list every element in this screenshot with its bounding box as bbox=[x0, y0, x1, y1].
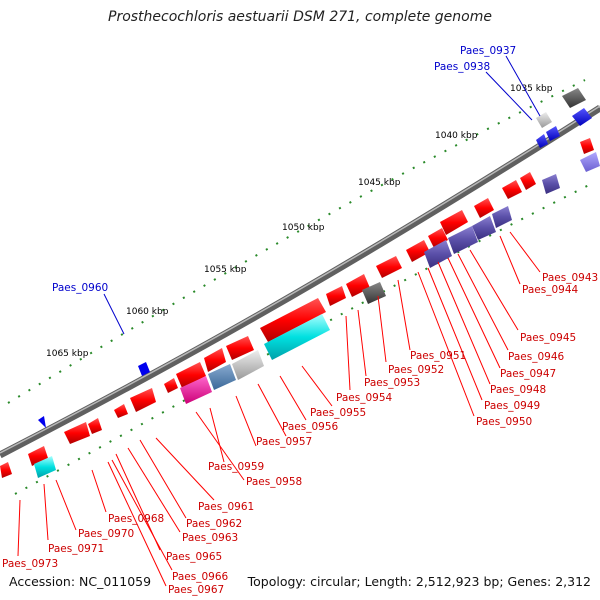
gene-block bbox=[428, 228, 448, 248]
gene-block bbox=[472, 216, 496, 240]
gene-block bbox=[580, 152, 600, 172]
gene-label: Paes_0968 bbox=[108, 513, 164, 525]
gene-label: Paes_0952 bbox=[388, 364, 444, 376]
gene-label: Paes_0963 bbox=[182, 532, 238, 544]
highlight-lines bbox=[103, 55, 541, 335]
gene-block bbox=[406, 240, 430, 262]
gene-label: Paes_0953 bbox=[364, 377, 420, 389]
gene-label: Paes_0945 bbox=[520, 332, 576, 344]
gene-label: Paes_0948 bbox=[490, 384, 546, 396]
gene-block bbox=[208, 364, 236, 390]
gene-label: Paes_0949 bbox=[484, 400, 540, 412]
kbp-tick: 1060 kbp bbox=[126, 307, 169, 317]
gene-block bbox=[264, 314, 330, 360]
gene-label: Paes_0955 bbox=[310, 407, 366, 419]
gene-block bbox=[546, 126, 560, 141]
gene-label: Paes_0950 bbox=[476, 416, 532, 428]
gene-block bbox=[492, 206, 512, 228]
gene-block bbox=[536, 134, 548, 148]
gene-block bbox=[88, 418, 102, 434]
gene-block bbox=[536, 112, 552, 128]
gene-label-highlight: Paes_0937 bbox=[460, 45, 516, 57]
inner-ruler bbox=[14, 181, 596, 495]
gene-block bbox=[114, 404, 128, 418]
gene-block bbox=[424, 240, 452, 268]
gene-block bbox=[130, 388, 156, 412]
gene-block bbox=[260, 298, 326, 342]
gene-block bbox=[64, 422, 90, 444]
kbp-tick: 1035 kbp bbox=[510, 84, 553, 94]
gene-block bbox=[164, 378, 178, 393]
gene-label: Paes_0967 bbox=[168, 584, 224, 596]
gene-block bbox=[0, 462, 12, 478]
gene-block bbox=[326, 286, 346, 306]
genome-title: Prosthecochloris aestuarii DSM 271, comp… bbox=[108, 9, 492, 25]
gene-block bbox=[474, 198, 494, 218]
inner-strand-genes bbox=[34, 138, 600, 478]
gene-block bbox=[204, 348, 226, 372]
gene-block bbox=[176, 362, 206, 388]
kbp-tick: 1055 kbp bbox=[204, 265, 247, 275]
gene-label: Paes_0956 bbox=[282, 421, 339, 433]
gene-label: Paes_0958 bbox=[246, 476, 302, 488]
gene-label: Paes_0966 bbox=[172, 571, 229, 583]
gene-label: Paes_0961 bbox=[198, 501, 254, 513]
gene-label: Paes_0962 bbox=[186, 518, 242, 530]
kbp-tick: 1045 kbp bbox=[358, 178, 401, 188]
kbp-tick: 1050 kbp bbox=[282, 223, 325, 233]
gene-block bbox=[180, 376, 212, 404]
gene-label: Paes_0951 bbox=[410, 350, 466, 362]
gene-label: Paes_0965 bbox=[166, 551, 222, 563]
gene-block bbox=[562, 88, 586, 108]
gene-block bbox=[34, 456, 56, 478]
gene-label: Paes_0970 bbox=[78, 528, 134, 540]
gene-label: Paes_0971 bbox=[48, 543, 104, 555]
gene-label: Paes_0959 bbox=[208, 461, 264, 473]
accession-label: Accession: NC_011059 bbox=[9, 574, 152, 589]
gene-block bbox=[38, 416, 46, 428]
gene-label: Paes_0943 bbox=[542, 272, 598, 284]
gene-label-highlight: Paes_0960 bbox=[52, 282, 108, 294]
kbp-tick: 1065 kbp bbox=[46, 349, 89, 359]
outer-strand-genes bbox=[0, 88, 592, 478]
gene-block bbox=[440, 210, 468, 235]
gene-block bbox=[138, 362, 150, 376]
gene-label: Paes_0954 bbox=[336, 392, 393, 404]
genome-backbone bbox=[0, 105, 600, 459]
gene-block bbox=[28, 446, 48, 466]
gene-labels: Paes_0943 Paes_0944 Paes_0945 Paes_0946 … bbox=[2, 272, 598, 596]
gene-block bbox=[362, 282, 386, 304]
gene-block bbox=[502, 180, 522, 199]
gene-block bbox=[376, 256, 402, 278]
gene-block bbox=[226, 336, 254, 360]
gene-label-highlight: Paes_0938 bbox=[434, 61, 490, 73]
leader-lines bbox=[17, 231, 541, 587]
gene-block bbox=[232, 350, 264, 380]
gene-label: Paes_0947 bbox=[500, 368, 556, 380]
gene-label: Paes_0973 bbox=[2, 558, 58, 570]
gene-label: Paes_0946 bbox=[508, 351, 565, 363]
topology-label: Topology: circular; Length: 2,512,923 bp… bbox=[247, 574, 591, 589]
kbp-tick: 1040 kbp bbox=[435, 131, 478, 141]
gene-block bbox=[572, 108, 592, 126]
gene-block bbox=[448, 226, 478, 254]
gene-label: Paes_0944 bbox=[522, 284, 579, 296]
gene-block bbox=[346, 274, 370, 297]
gene-block bbox=[580, 138, 594, 154]
outer-ruler bbox=[7, 79, 586, 404]
gene-block bbox=[520, 172, 536, 190]
gene-block bbox=[542, 174, 560, 194]
gene-label: Paes_0957 bbox=[256, 436, 312, 448]
